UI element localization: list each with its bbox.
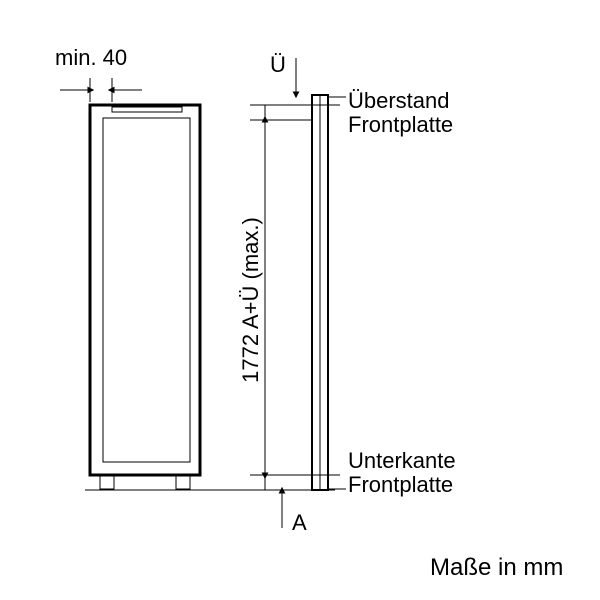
vent-top (112, 107, 182, 112)
label-footer: Maße in mm (430, 554, 563, 581)
foot-left (100, 475, 114, 489)
label-a: A (292, 510, 307, 535)
label-frontplatte-top: Frontplatte (348, 112, 453, 137)
cabinet-outer (90, 105, 200, 475)
label-unterkante: Unterkante (348, 448, 456, 473)
label-ueberstand: Überstand (348, 88, 450, 113)
foot-right (176, 475, 190, 489)
label-frontplatte-bot: Frontplatte (348, 472, 453, 497)
label-min40: min. 40 (55, 45, 127, 70)
label-height: 1772 A+Ü (max.) (238, 217, 263, 383)
cabinet-inner (103, 118, 190, 462)
label-u: Ü (270, 52, 286, 77)
